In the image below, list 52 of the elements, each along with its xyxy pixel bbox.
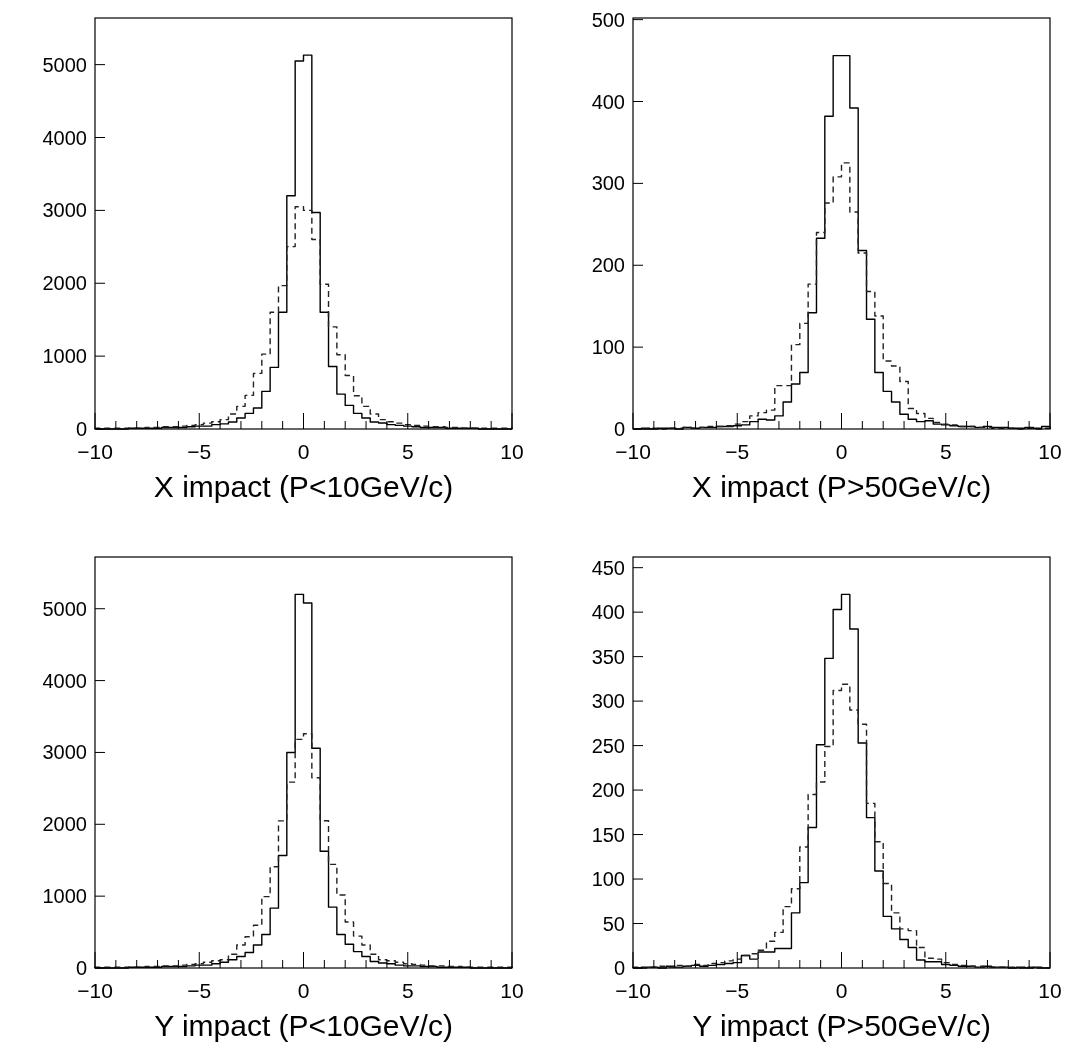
x-tick-label: 5 [401,440,414,463]
x-tick-label: 10 [1038,979,1062,1002]
x-tick-label: −5 [725,979,750,1002]
y-tick-label: 500 [591,8,625,31]
x-axis-title: X impact (P<10GeV/c) [153,470,454,503]
y-tick-label: 1000 [42,345,87,368]
y-tick-label: 100 [591,336,625,359]
y-tick-label: 50 [602,912,625,935]
x-tick-label: 5 [401,979,414,1002]
x-tick-label: 5 [939,440,952,463]
x-tick-label: 10 [500,979,524,1002]
x-tick-label: 5 [939,979,952,1002]
y-tick-label: 1000 [42,885,87,908]
y-tick-label: 0 [613,418,625,440]
x-tick-label: 0 [835,979,848,1002]
y-tick-label: 3000 [42,741,87,764]
x-axis-title: Y impact (P>50GeV/c) [692,1009,991,1042]
x-tick-label: 10 [1038,440,1062,463]
y-tick-label: 2000 [42,272,87,295]
y-tick-label: 3000 [42,199,87,222]
x-tick-label: −5 [725,440,750,463]
y-tick-label: 250 [591,734,625,757]
x-tick-label: 0 [297,979,310,1002]
y-tick-label: 5000 [42,53,87,76]
y-tick-label: 400 [591,601,625,624]
x-axis-title: Y impact (P<10GeV/c) [154,1009,453,1042]
y-tick-label: 350 [591,645,625,668]
y-tick-label: 100 [591,868,625,891]
x-tick-label: 10 [500,440,524,463]
x-tick-label: −10 [615,979,651,1002]
x-tick-label: −10 [77,979,113,1002]
x-tick-label: −10 [77,440,113,463]
y-tick-label: 150 [591,823,625,846]
y-tick-label: 300 [591,172,625,195]
y-tick-label: 4000 [42,126,87,149]
x-tick-label: −5 [187,979,212,1002]
x-tick-label: −5 [187,440,212,463]
y-tick-label: 0 [613,957,625,979]
x-tick-label: −10 [615,440,651,463]
y-tick-label: 300 [591,690,625,713]
x-tick-label: 0 [297,440,310,463]
y-tick-label: 5000 [42,597,87,620]
y-tick-label: 4000 [42,669,87,692]
x-tick-label: 0 [835,440,848,463]
y-tick-label: 0 [75,418,87,440]
y-tick-label: 200 [591,779,625,802]
y-tick-label: 0 [75,957,87,979]
y-tick-label: 400 [591,90,625,113]
y-tick-label: 200 [591,254,625,277]
x-axis-title: X impact (P>50GeV/c) [691,470,992,503]
y-tick-label: 2000 [42,813,87,836]
y-tick-label: 450 [591,556,625,579]
